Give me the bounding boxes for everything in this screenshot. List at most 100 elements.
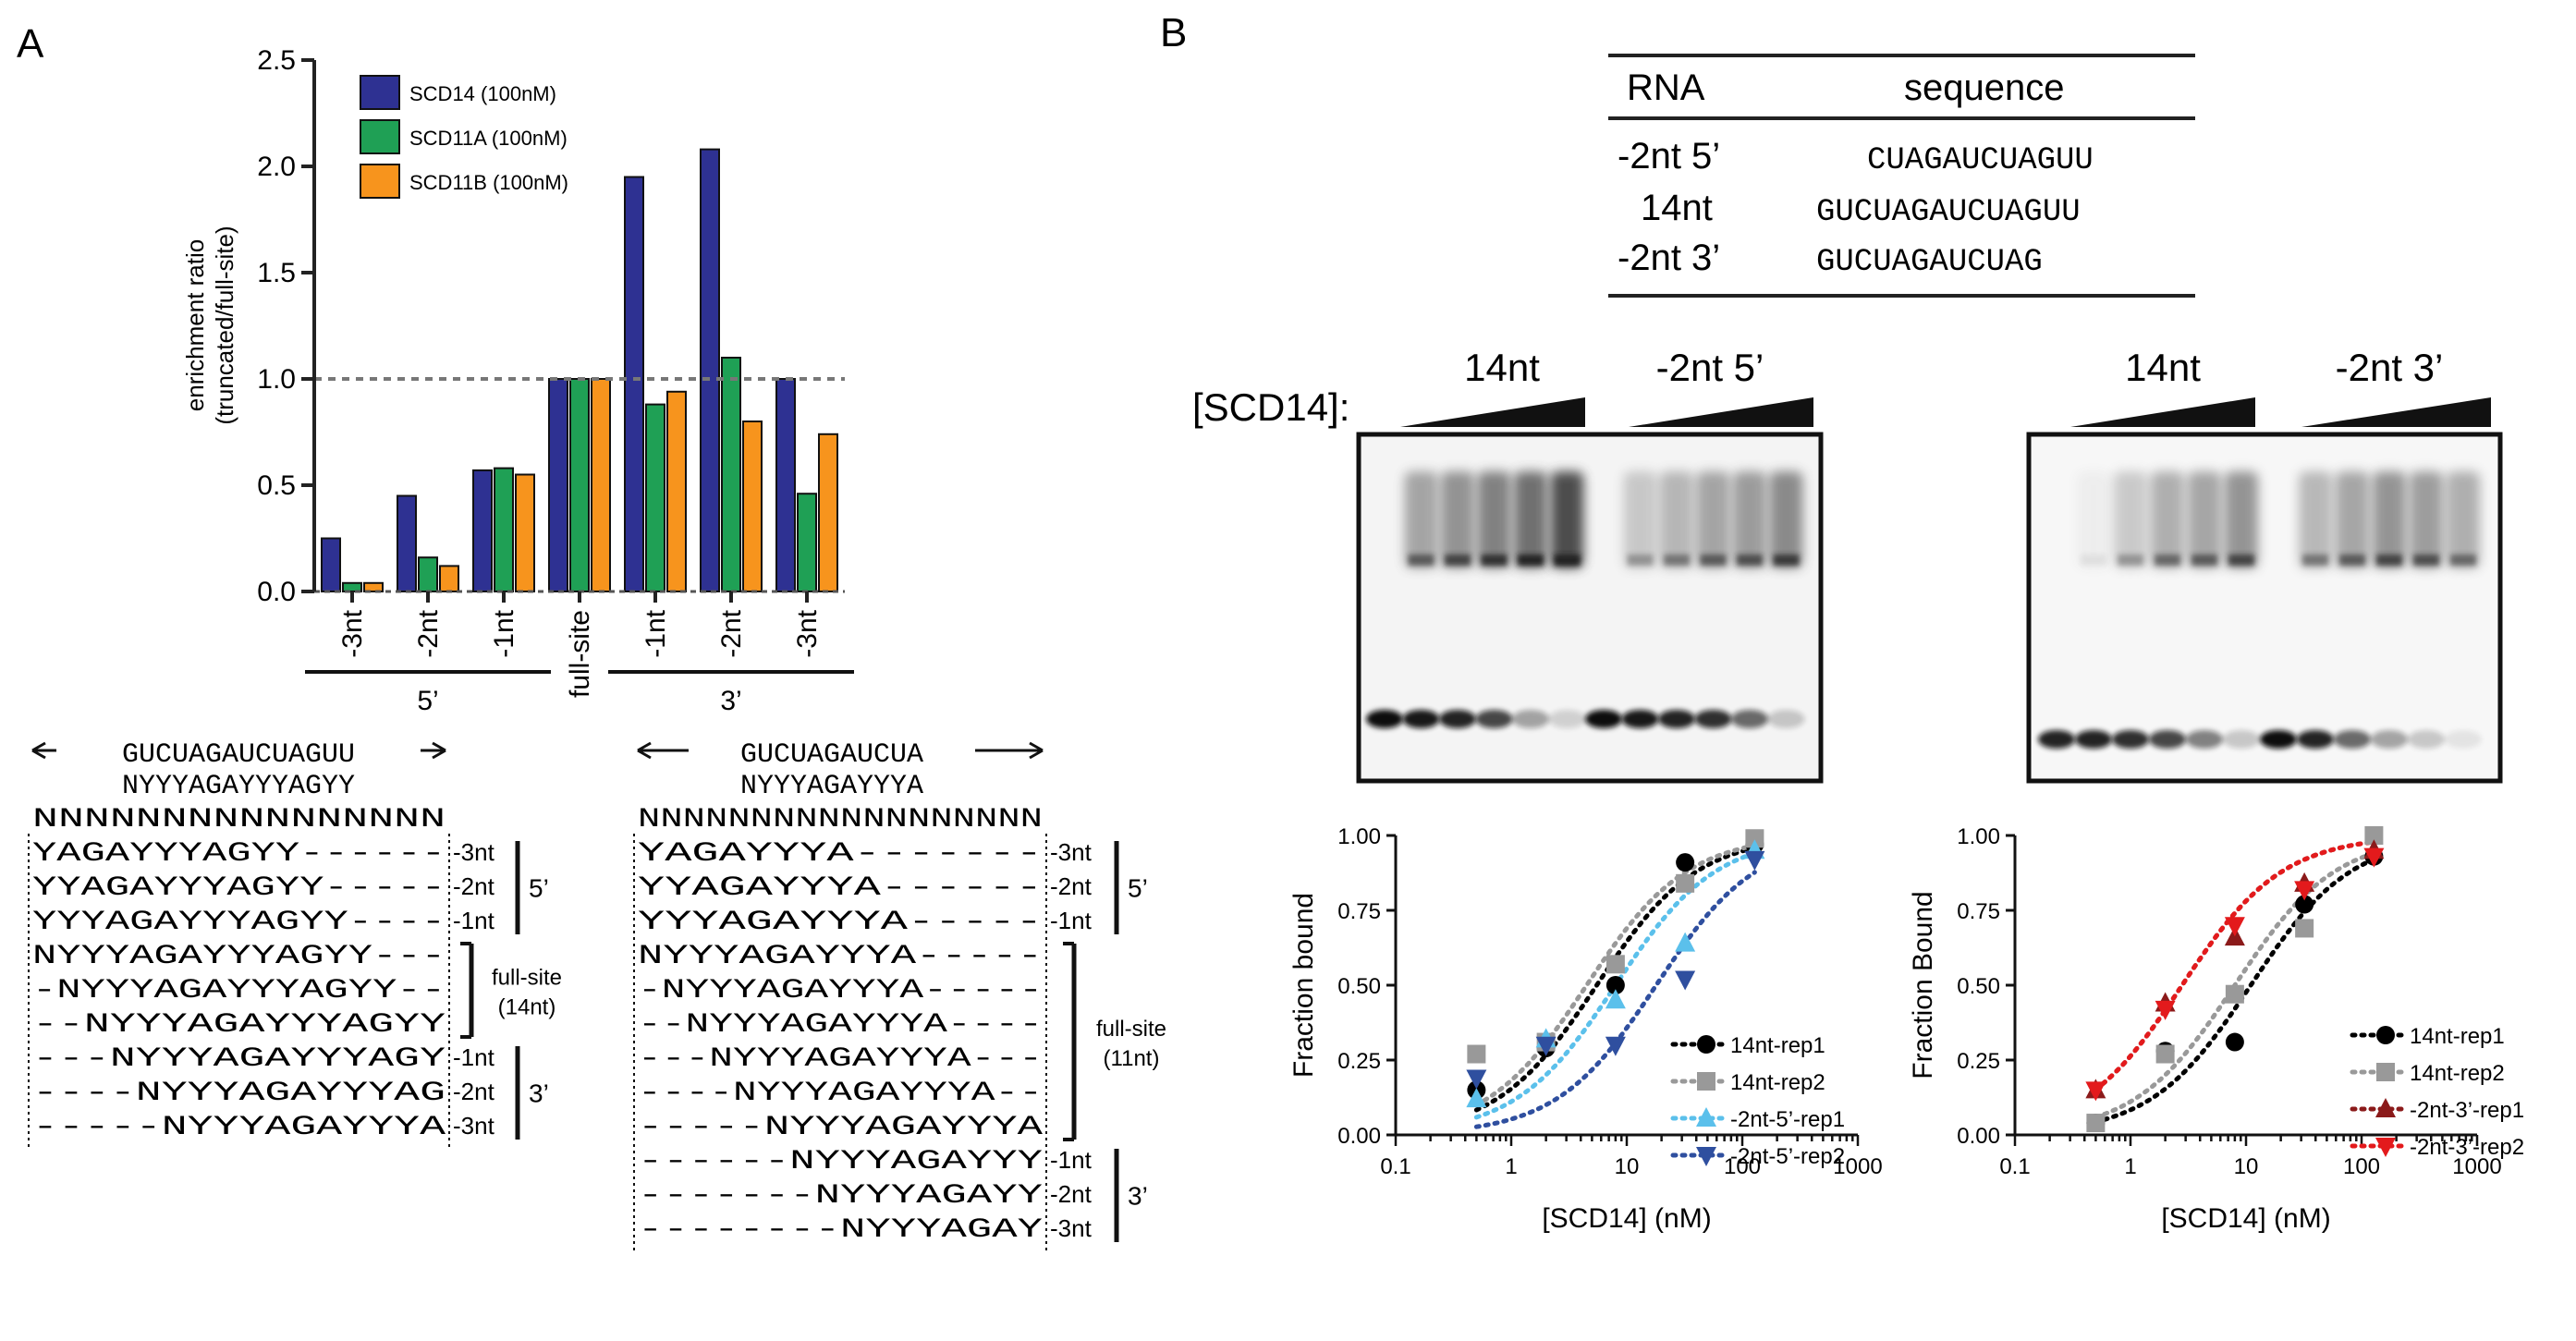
group-label: 3’: [720, 686, 741, 716]
arrow-right-head: [1029, 741, 1044, 760]
complex-smear: [2373, 471, 2406, 568]
legend-label: SCD11B (100nM): [409, 171, 568, 194]
fit-curve: [2093, 839, 2376, 1092]
data-point: [2155, 1044, 2175, 1064]
free-rna-band: [2260, 730, 2297, 749]
complex-smear: [2188, 471, 2221, 568]
enrichment-bar-chart: 0.0 0.5 1.0 1.5 2.0 2.5 -3nt -2nt -1nt full-site…: [181, 45, 854, 716]
complex-smear: [1660, 471, 1693, 568]
free-rna-band: [1621, 710, 1659, 728]
truncation-row: NYYYAGAYYYA-----: [638, 941, 1043, 972]
y-tick-label: 1.0: [257, 364, 296, 395]
table-row-seq: GUCUAGAUCUAG: [1816, 245, 2043, 280]
x-tick-label: 1: [2124, 1154, 2136, 1179]
bar: [363, 581, 384, 592]
bracket-label: (14nt): [498, 995, 556, 1020]
legend-marker: [2376, 1026, 2395, 1044]
row-label: -3nt: [1050, 838, 1093, 866]
x-tick-label: 10: [1615, 1154, 1640, 1179]
bar: [591, 378, 611, 592]
complex-band: [1627, 555, 1654, 566]
row-label: -2nt: [453, 1078, 495, 1105]
data-point: [1605, 976, 1625, 994]
legend-marker: [1697, 1072, 1715, 1091]
free-rna-band: [1548, 710, 1586, 728]
table-row-seq: CUAGAUCUAGUU: [1867, 143, 2094, 178]
complex-smear: [2077, 471, 2110, 568]
data-point: [1605, 955, 1625, 974]
x-tick-label: -3nt: [337, 609, 368, 657]
truncation-row: YYYAGAYYYA-----: [638, 907, 1043, 938]
y-tick-label: 0.0: [257, 577, 296, 607]
legend-marker: [2375, 1138, 2396, 1157]
complex-smear: [1733, 471, 1766, 568]
truncation-row: -NYYYAGAYYYAGYY--: [32, 975, 446, 1006]
free-rna-band: [2112, 730, 2149, 749]
table-header-sequence: sequence: [1904, 67, 2064, 108]
bracket-label: full-site: [492, 966, 562, 991]
complex-smear: [1623, 471, 1657, 568]
random-sequence: NNNNNNNNNNNNNNNN: [32, 804, 446, 835]
truncation-row: --NYYYAGAYYYA----: [638, 1009, 1043, 1041]
row-label: -1nt: [1050, 907, 1093, 934]
free-rna-band: [1366, 710, 1403, 728]
data-point: [2225, 984, 2244, 1004]
data-point: [1466, 1088, 1487, 1108]
free-rna-band: [2149, 730, 2186, 749]
legend-swatch: [360, 164, 400, 199]
legend-marker: [1697, 1035, 1715, 1054]
data-point: [1744, 850, 1765, 871]
complex-band: [2191, 555, 2217, 566]
x-tick-label: 10: [2234, 1154, 2259, 1179]
x-tick-label: -1nt: [641, 609, 671, 657]
bar: [418, 556, 438, 593]
data-point: [2155, 1000, 2176, 1020]
binding-curve-chart-5prime: 0.00 0.25 0.50 0.75 1.00 0.1 1 10 100 1000 [SCD14]…: [1288, 824, 1883, 1234]
gel-lane-label: -2nt 3’: [2336, 346, 2444, 389]
truncation-row: ---NYYYAGAYYYAGY: [32, 1043, 446, 1075]
row-label: -2nt: [1050, 872, 1093, 900]
free-rna-band: [2297, 730, 2334, 749]
gel-frame-right: [2026, 432, 2503, 784]
complex-band: [2302, 555, 2328, 566]
x-tick-label: 1000: [1833, 1154, 1882, 1179]
fit-curve: [1473, 845, 1757, 1113]
data-point: [2225, 1032, 2244, 1052]
complex-smear: [1404, 471, 1438, 568]
free-rna-band: [2038, 730, 2075, 749]
legend: SCD14 (100nM) SCD11A (100nM) SCD11B (100nM…: [360, 75, 568, 199]
complex-smear: [1441, 471, 1474, 568]
truncation-row: --------NYYYAGAY: [638, 1214, 1043, 1246]
complex-band: [1737, 555, 1763, 566]
x-tick-label: 1: [1505, 1154, 1517, 1179]
data-point: [1675, 970, 1696, 991]
x-tick-label: -1nt: [489, 609, 519, 657]
top-sequence: GUCUAGAUCUA: [740, 739, 923, 771]
x-tick-label: 1000: [2452, 1154, 2501, 1179]
truncation-row: YYYAGAYYYAGYY----: [32, 907, 446, 938]
data-point: [1675, 932, 1696, 952]
arrow-left-head: [637, 741, 652, 760]
truncation-row: -NYYYAGAYYYA-----: [638, 975, 1043, 1006]
bar: [700, 148, 720, 592]
bracket-label: (11nt): [1104, 1046, 1160, 1071]
x-tick-label: 100: [1724, 1154, 1761, 1179]
bar: [775, 378, 796, 592]
row-label: -3nt: [453, 838, 495, 866]
row-label: -1nt: [453, 1043, 495, 1071]
complex-smear: [1550, 471, 1584, 568]
truncation-row: --NYYYAGAYYYAGYY: [32, 1009, 446, 1041]
gel-concentration-label: [SCD14]:: [1192, 385, 1349, 429]
sequence-table: RNA sequence -2nt 5’ CUAGAUCUAGUU 14nt G…: [1608, 54, 2195, 298]
bracket-label: 5’: [1128, 874, 1148, 903]
bar: [494, 467, 514, 592]
bar: [569, 378, 590, 592]
gel-frame-left: [1356, 432, 1824, 784]
y-tick-label: 2.5: [257, 45, 296, 76]
bar: [742, 421, 763, 592]
consensus-sequence: NYYYAGAYYYA: [740, 771, 923, 802]
concentration-wedge: [2301, 397, 2491, 427]
consensus-sequence: NYYYAGAYYYAGYY: [122, 771, 355, 802]
complex-smear: [2114, 471, 2147, 568]
bracket-label: 5’: [529, 874, 549, 903]
